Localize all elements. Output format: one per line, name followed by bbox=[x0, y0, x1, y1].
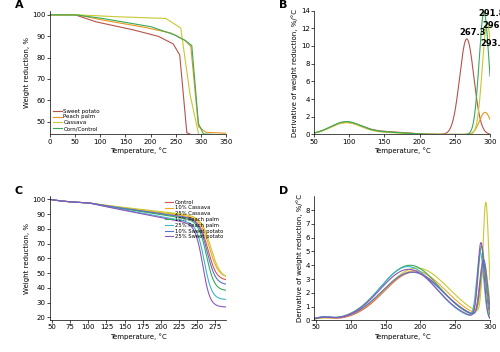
X-axis label: Temperature, °C: Temperature, °C bbox=[374, 333, 430, 340]
Text: A: A bbox=[15, 0, 24, 10]
Y-axis label: Weight reduction, %: Weight reduction, % bbox=[24, 37, 30, 108]
Y-axis label: Weight reduction, %: Weight reduction, % bbox=[24, 223, 30, 294]
Legend: Control, 10% Cassava, 25% Cassava, 10% Peach palm, 25% Peach palm, 10% Sweet pot: Control, 10% Cassava, 25% Cassava, 10% P… bbox=[164, 199, 224, 240]
Text: 291.8: 291.8 bbox=[478, 9, 500, 18]
Y-axis label: Derivative of weight reduction, %/°C: Derivative of weight reduction, %/°C bbox=[292, 8, 298, 137]
Y-axis label: Derivative of weight reduction, %/°C: Derivative of weight reduction, %/°C bbox=[296, 194, 302, 322]
X-axis label: Temperature, °C: Temperature, °C bbox=[110, 333, 166, 340]
Legend: Sweet potato, Peach palm, Cassava, Corn/Control: Sweet potato, Peach palm, Cassava, Corn/… bbox=[53, 108, 100, 132]
Text: 296.6: 296.6 bbox=[482, 21, 500, 30]
X-axis label: Temperature, °C: Temperature, °C bbox=[374, 147, 430, 154]
X-axis label: Temperature, °C: Temperature, °C bbox=[110, 147, 166, 154]
Text: 267.3: 267.3 bbox=[459, 28, 485, 37]
Text: D: D bbox=[279, 186, 288, 196]
Text: C: C bbox=[15, 186, 23, 196]
Text: 293.3: 293.3 bbox=[481, 39, 500, 48]
Text: B: B bbox=[279, 0, 287, 10]
